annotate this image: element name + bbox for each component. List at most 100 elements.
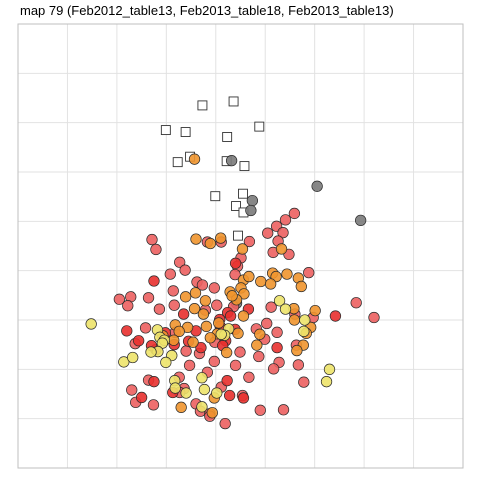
data-point-salmon: [146, 233, 158, 246]
data-point-orange: [243, 270, 255, 283]
data-point-salmon: [183, 359, 196, 372]
data-point-orange: [190, 233, 202, 245]
data-point-salmon: [126, 384, 138, 396]
data-point-salmon: [253, 350, 265, 363]
data-point-salmon: [180, 345, 192, 357]
data-point-salmon: [219, 417, 231, 430]
data-point-yellow: [196, 401, 208, 413]
data-point-salmon: [277, 404, 290, 416]
data-point-salmon: [298, 376, 310, 388]
data-point-salmon: [292, 359, 305, 371]
data-point-red: [237, 392, 250, 404]
data-point-orange: [232, 327, 244, 339]
data-point-square: [239, 161, 250, 172]
data-point-salmon: [254, 404, 266, 416]
data-point-salmon: [142, 292, 155, 304]
data-point-orange: [206, 407, 218, 419]
data-point-yellow: [299, 314, 311, 326]
data-point-salmon: [164, 268, 176, 280]
data-point-yellow: [279, 303, 292, 315]
data-point-yellow: [273, 295, 286, 307]
chart-title: map 79 (Feb2012_table13, Feb2013_table18…: [20, 3, 394, 18]
data-point-red: [229, 257, 242, 269]
data-point-red: [224, 310, 237, 322]
data-point-red: [271, 341, 283, 354]
data-point-yellow: [198, 383, 211, 396]
data-point-salmon: [243, 371, 255, 383]
data-point-red: [329, 310, 342, 322]
data-point-salmon: [261, 317, 273, 330]
data-point-salmon: [229, 268, 241, 281]
data-point-orange: [204, 332, 216, 344]
data-point-red: [148, 275, 160, 287]
data-point-yellow: [127, 351, 139, 364]
data-point-orange: [188, 153, 201, 165]
data-point-orange: [295, 280, 307, 293]
data-point-salmon: [208, 355, 220, 368]
data-point-salmon: [267, 363, 280, 375]
data-point-salmon: [167, 285, 179, 297]
data-point-orange: [275, 243, 288, 255]
data-point-salmon: [265, 301, 277, 313]
data-point-orange: [251, 339, 263, 351]
data-point-salmon: [174, 256, 186, 268]
data-point-salmon: [179, 264, 191, 276]
data-point-salmon: [303, 266, 315, 279]
data-points: [85, 96, 380, 430]
data-point-salmon: [139, 322, 152, 334]
data-point-salmon: [277, 227, 289, 239]
data-point-orange: [187, 336, 199, 348]
data-point-salmon: [150, 243, 162, 256]
data-point-salmon: [208, 282, 220, 294]
data-point-salmon: [168, 299, 180, 311]
data-point-square: [231, 201, 242, 211]
data-point-orange: [215, 232, 227, 244]
data-point-yellow: [180, 387, 192, 399]
data-point-salmon: [234, 346, 246, 358]
data-point-gray: [246, 194, 259, 207]
data-point-yellow: [169, 382, 181, 394]
data-point-red: [195, 341, 207, 354]
data-point-orange: [265, 278, 277, 290]
data-point-red: [177, 308, 190, 320]
data-point-orange: [288, 314, 301, 326]
data-point-salmon: [229, 359, 242, 372]
data-point-orange: [221, 346, 233, 359]
data-point-salmon: [153, 303, 166, 315]
data-point-red: [132, 335, 145, 347]
data-point-salmon: [368, 311, 380, 324]
data-point-square: [197, 100, 208, 111]
data-point-orange: [254, 328, 266, 340]
data-point-orange: [237, 310, 250, 322]
data-point-square: [172, 157, 183, 168]
data-point-yellow: [160, 356, 172, 369]
data-point-yellow: [145, 346, 157, 358]
grid-lines: [18, 24, 463, 468]
data-point-gray: [355, 214, 367, 226]
data-point-square: [180, 127, 191, 137]
data-point-salmon: [211, 299, 223, 311]
data-point-yellow: [85, 318, 97, 330]
data-point-salmon: [122, 300, 134, 312]
data-point-gray: [225, 155, 238, 167]
data-point-square: [233, 230, 243, 241]
data-point-yellow: [196, 372, 208, 384]
data-point-orange: [255, 275, 267, 288]
data-point-orange: [281, 268, 293, 280]
data-point-salmon: [113, 293, 126, 305]
data-point-orange: [236, 243, 249, 255]
data-point-yellow: [118, 356, 130, 368]
data-point-salmon: [243, 235, 256, 248]
data-point-red: [135, 391, 148, 404]
data-point-yellow: [320, 376, 333, 388]
data-point-salmon: [196, 279, 209, 291]
data-point-orange: [204, 237, 216, 250]
data-point-orange: [199, 295, 212, 307]
data-point-square: [160, 125, 171, 136]
data-point-yellow: [323, 363, 336, 375]
data-point-square: [222, 132, 233, 142]
data-point-salmon: [288, 207, 301, 220]
data-point-orange: [200, 320, 213, 333]
data-point-orange: [238, 288, 250, 300]
